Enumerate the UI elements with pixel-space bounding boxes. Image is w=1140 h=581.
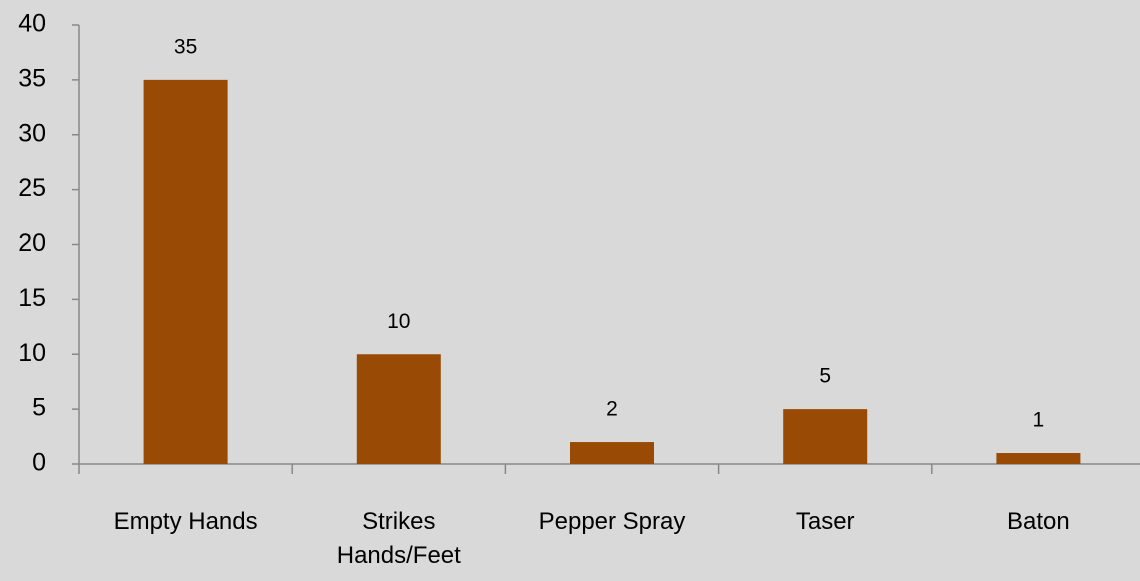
data-label: 1	[1033, 409, 1045, 432]
bar	[143, 79, 228, 464]
x-tick-label: Strikes Hands/Feet	[336, 508, 461, 569]
data-label: 5	[819, 365, 831, 388]
data-label: 2	[606, 398, 618, 421]
y-tick-label: 40	[18, 10, 46, 38]
x-tick-label: Empty Hands	[113, 508, 258, 535]
bar	[783, 409, 868, 464]
x-tick-label: Taser	[795, 508, 855, 535]
y-tick-label: 20	[18, 229, 46, 257]
y-tick-label: 25	[18, 174, 46, 202]
data-label: 35	[174, 35, 197, 58]
y-tick-label: 5	[32, 394, 46, 422]
bar	[570, 442, 654, 464]
y-tick-label: 15	[18, 284, 46, 312]
y-tick-label: 35	[18, 64, 46, 92]
data-label: 10	[387, 310, 410, 333]
y-tick-label: 0	[32, 449, 46, 477]
y-tick-label: 10	[18, 339, 46, 367]
bar	[996, 453, 1081, 464]
bar	[356, 354, 441, 464]
y-tick-label: 30	[18, 119, 46, 147]
x-tick-label: Pepper Spray	[538, 508, 686, 535]
x-tick-label: Baton	[1007, 508, 1070, 535]
